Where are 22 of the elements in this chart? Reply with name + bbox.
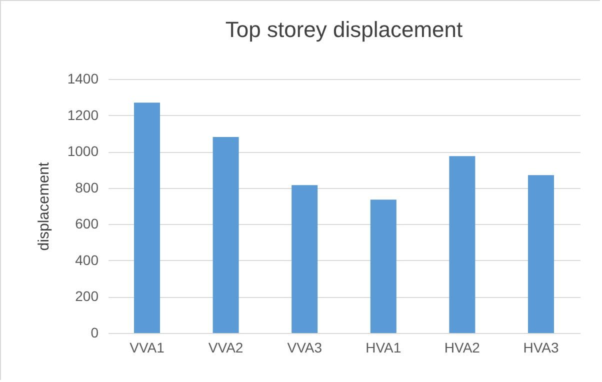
chart-title: Top storey displacement xyxy=(225,17,463,42)
x-tick-label: VVA3 xyxy=(287,340,322,356)
y-tick-label: 1000 xyxy=(67,143,99,160)
y-tick-label: 600 xyxy=(75,216,99,232)
bar xyxy=(449,156,476,333)
bar xyxy=(528,175,554,333)
x-tick-label: HVA2 xyxy=(444,340,480,356)
y-tick-label: 400 xyxy=(75,252,99,268)
bar xyxy=(134,102,160,333)
x-tick-label: HVA1 xyxy=(366,340,402,356)
x-tick-label: HVA3 xyxy=(523,340,559,356)
y-axis-title: displacement xyxy=(35,161,52,251)
bar xyxy=(212,137,239,333)
y-tick-label: 1200 xyxy=(67,106,99,123)
x-tick-label: VVA2 xyxy=(208,340,244,356)
bar xyxy=(292,185,318,333)
y-tick-label: 0 xyxy=(90,324,99,340)
y-tick-label: 1400 xyxy=(67,70,99,86)
bar xyxy=(370,200,396,333)
y-tick-label: 200 xyxy=(75,288,99,304)
y-tick-label: 800 xyxy=(75,179,99,196)
x-tick-label: VVA1 xyxy=(130,340,165,356)
